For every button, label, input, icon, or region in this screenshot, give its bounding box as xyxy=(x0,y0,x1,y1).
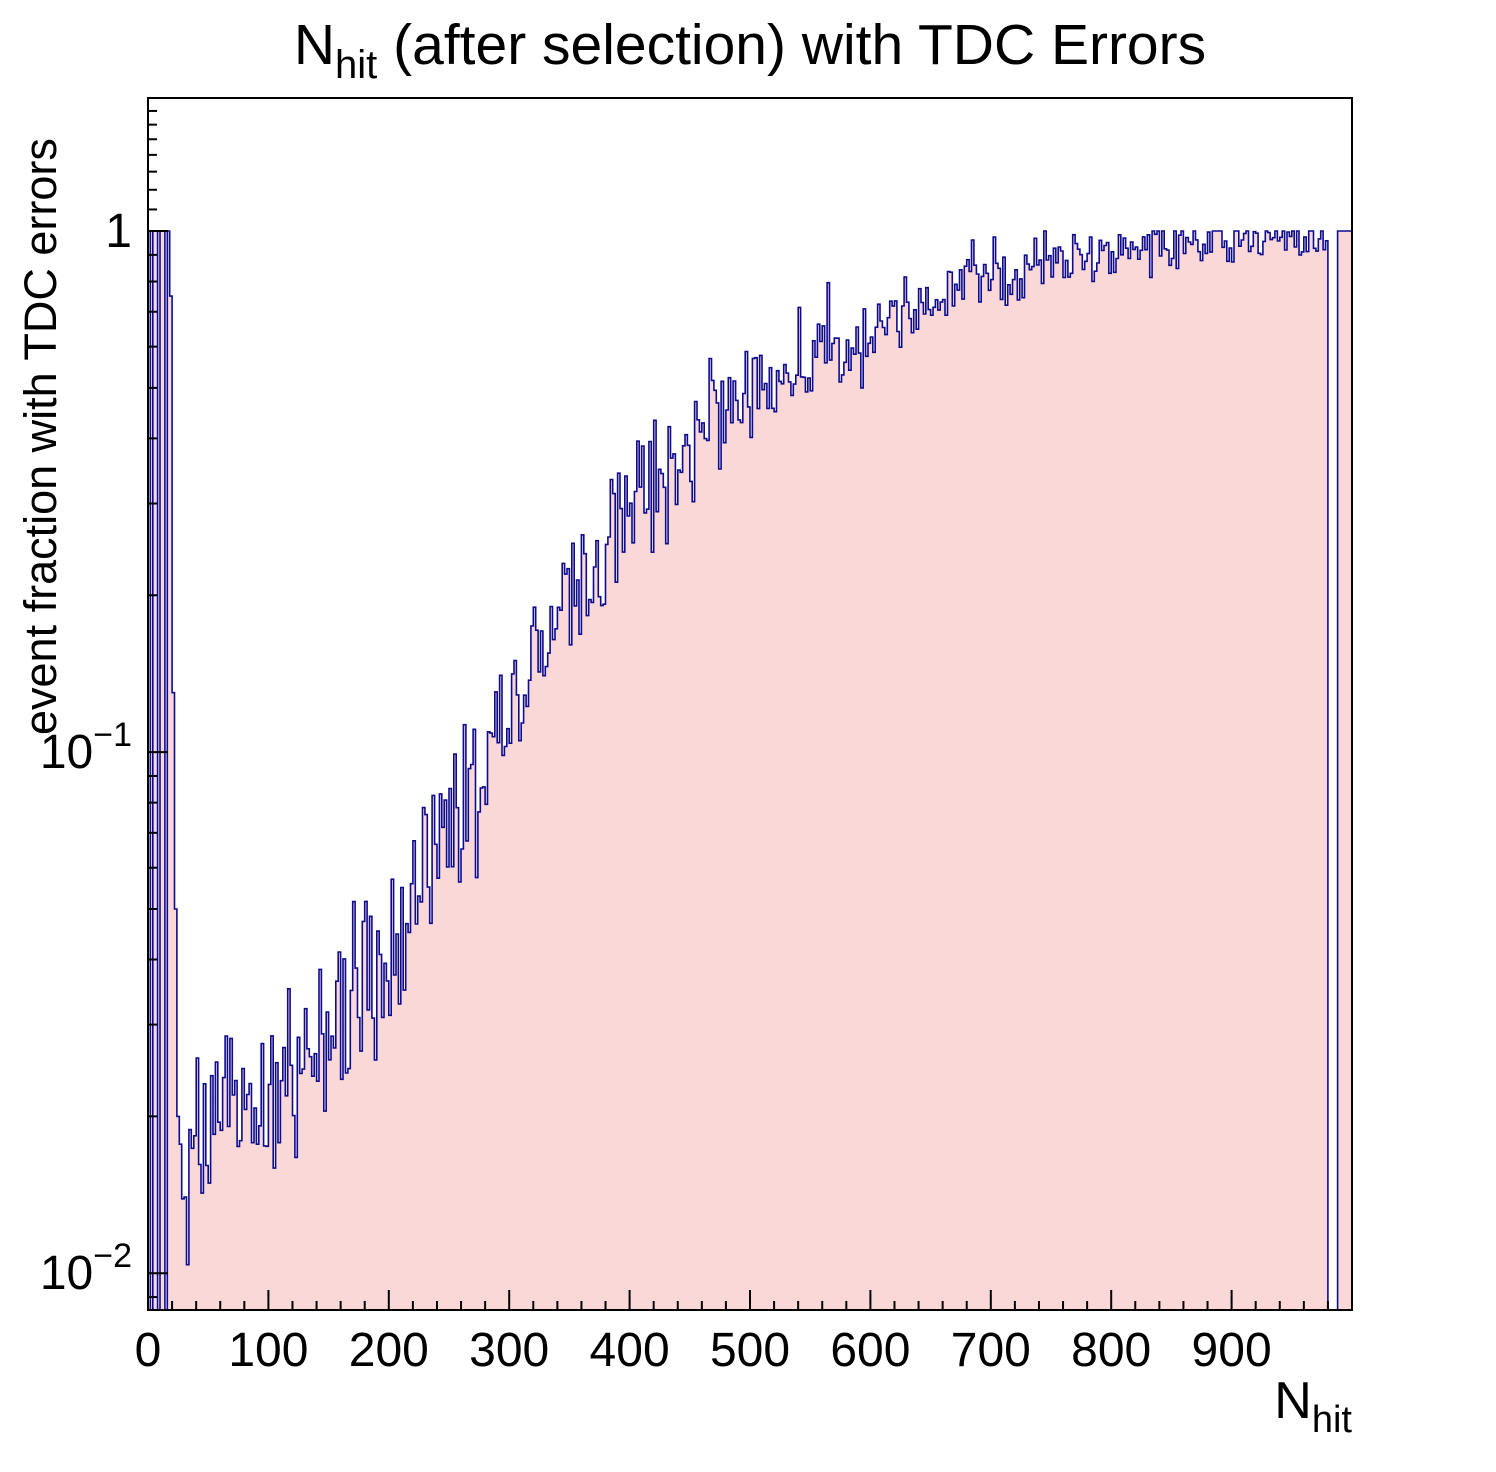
x-tick-label: 500 xyxy=(710,1324,790,1377)
y-axis-labels: 110−110−2 xyxy=(40,205,132,1300)
title-rest: (after selection) with TDC Errors xyxy=(377,13,1206,77)
x-tick-label: 100 xyxy=(228,1324,308,1377)
x-tick-label: 900 xyxy=(1192,1324,1272,1377)
x-tick-label: 0 xyxy=(135,1324,162,1377)
y-tick-label: 10−1 xyxy=(40,716,132,779)
x-tick-label: 600 xyxy=(830,1324,910,1377)
y-axis-title: event fraction with TDC errors xyxy=(15,138,66,735)
y-tick-base: 10 xyxy=(40,1247,93,1300)
y-tick-base: 10 xyxy=(40,726,93,779)
y-tick-label: 1 xyxy=(105,205,132,258)
x-axis-labels: 0 100 200 300 400 500 600 700 800 900 xyxy=(135,1324,1272,1377)
x-axis-ticks xyxy=(147,1290,1329,1310)
x-axis-title: Nhit xyxy=(1274,1372,1352,1441)
title-prefix: N xyxy=(294,13,335,77)
x-tick-label: 400 xyxy=(590,1324,670,1377)
y-tick-base: 1 xyxy=(105,205,132,258)
histogram-fill xyxy=(148,231,1352,1310)
histogram-line xyxy=(147,230,1353,1311)
y-tick-label: 10−2 xyxy=(40,1237,132,1300)
y-tick-exponent: −2 xyxy=(93,1237,132,1275)
chart-title: Nhit (after selection) with TDC Errors xyxy=(294,13,1206,87)
x-axis-title-subscript: hit xyxy=(1312,1399,1353,1441)
y-axis-ticks xyxy=(148,109,168,1299)
x-tick-label: 300 xyxy=(469,1324,549,1377)
x-tick-label: 200 xyxy=(349,1324,429,1377)
x-axis-title-prefix: N xyxy=(1274,1372,1312,1430)
y-tick-exponent: −1 xyxy=(93,716,132,754)
x-tick-label: 800 xyxy=(1071,1324,1151,1377)
x-tick-label: 700 xyxy=(951,1324,1031,1377)
title-subscript: hit xyxy=(335,43,377,87)
